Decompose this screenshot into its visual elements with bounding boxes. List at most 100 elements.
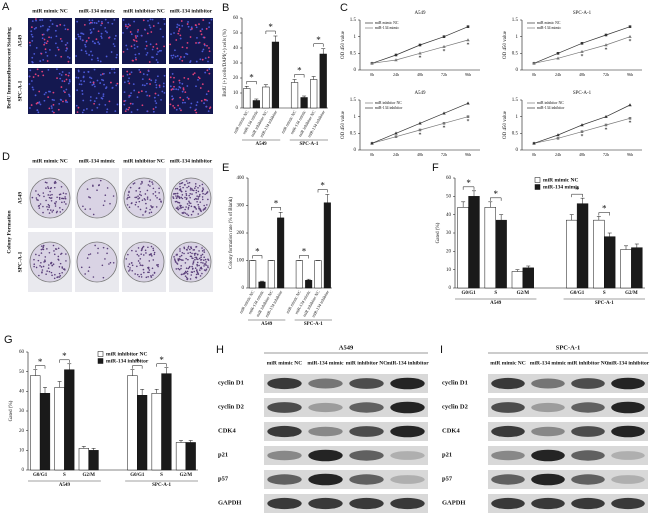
bar [495, 219, 507, 289]
dish [76, 177, 118, 219]
colony [194, 256, 196, 259]
nucleus [108, 36, 110, 39]
nucleus [46, 54, 49, 57]
colony [177, 267, 180, 270]
point [580, 123, 584, 127]
significance-mark: * [297, 66, 302, 76]
nucleus [43, 99, 46, 102]
nucleus [138, 68, 141, 71]
colony [186, 270, 189, 273]
y-tick-label: 50 [19, 370, 25, 375]
colony [58, 193, 61, 196]
colony [197, 273, 200, 275]
nucleus [191, 27, 193, 30]
colony [47, 194, 50, 196]
band [267, 497, 302, 510]
nucleus [142, 19, 145, 22]
side-label: Colony Formation [6, 210, 12, 253]
colony [51, 211, 53, 213]
legend-label: miR-134 mimic [375, 26, 399, 30]
side-label: BrdU Immunofluorescent Staining [6, 27, 12, 109]
colony [97, 247, 99, 250]
nucleus [83, 23, 86, 26]
nucleus [93, 100, 96, 102]
bar [39, 393, 51, 471]
colony [158, 198, 161, 201]
band [349, 378, 384, 389]
colony [51, 274, 53, 277]
x-tick-label: 24h [555, 72, 561, 77]
nucleus [110, 68, 113, 70]
group-label: SPC-A-1 [152, 483, 171, 488]
colony [189, 192, 192, 195]
colony [147, 275, 149, 278]
significance-mark: * [274, 198, 279, 208]
nucleus [127, 23, 130, 26]
point [556, 137, 560, 140]
significance-mark: * [605, 127, 608, 133]
point [466, 38, 470, 42]
colony [103, 200, 106, 202]
colony [205, 264, 207, 266]
point [628, 103, 632, 107]
bar [64, 369, 75, 471]
colony [112, 261, 115, 264]
colony [152, 247, 154, 250]
nucleus [181, 90, 184, 93]
nucleus [169, 85, 172, 88]
nucleus [79, 38, 82, 40]
nucleus [28, 107, 31, 109]
colony [173, 258, 176, 260]
colony [152, 249, 155, 252]
nucleus [82, 109, 85, 111]
column-header: miR mimic NC [32, 158, 67, 164]
point [370, 61, 374, 65]
row-label: p21 [442, 451, 452, 458]
nucleus [116, 53, 118, 56]
colony [198, 206, 200, 208]
colony [140, 194, 142, 197]
colony [108, 263, 110, 265]
colony [186, 278, 188, 281]
nucleus [172, 88, 175, 91]
colony [206, 204, 208, 206]
legend-label: miR-134 mimic [537, 26, 561, 30]
colony [191, 189, 194, 191]
nucleus [189, 106, 192, 109]
x-tick-label: 24h [555, 152, 561, 157]
nucleus [46, 40, 49, 43]
nucleus [106, 111, 108, 113]
nucleus [104, 104, 107, 106]
colony [135, 250, 137, 252]
colony [203, 256, 205, 259]
nucleus [201, 28, 204, 31]
nucleus [39, 103, 42, 106]
nucleus [169, 103, 172, 106]
significance-mark: * [316, 35, 321, 45]
colony [176, 195, 179, 198]
nucleus [44, 48, 47, 51]
nucleus [122, 75, 124, 78]
y-axis-label: BrdU (+) cells/DAPI(+) cells (%) [223, 29, 228, 97]
nucleus [101, 22, 103, 25]
nucleus [59, 23, 62, 26]
nucleus [99, 82, 102, 84]
nucleus [178, 30, 180, 32]
chart-title: A549 [414, 11, 426, 16]
y-tick-label: 30 [233, 61, 239, 66]
nucleus [77, 106, 80, 109]
point [442, 44, 446, 48]
colony [47, 186, 49, 188]
legend-label: miR inhibitor NC [106, 351, 147, 357]
colony [178, 268, 181, 271]
colony [180, 259, 183, 261]
nucleus [30, 30, 33, 33]
column-header: miR-134 mimic [79, 8, 116, 14]
group-label: A549 [261, 322, 273, 327]
colony [152, 187, 155, 190]
colony [147, 267, 150, 270]
nucleus [67, 28, 69, 31]
x-tick-label: G0/G1 [461, 291, 476, 296]
error-bar [273, 35, 278, 42]
colony [188, 194, 190, 197]
